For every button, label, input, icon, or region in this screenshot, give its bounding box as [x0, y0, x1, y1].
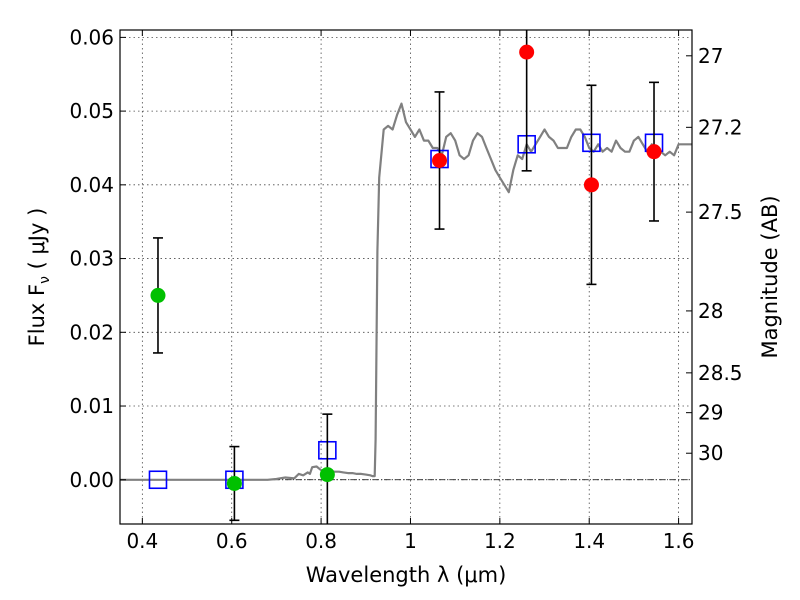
y2-tick-label: 28: [698, 299, 723, 323]
x-axis-label: Wavelength λ (μm): [306, 563, 507, 587]
x-tick-label: 1: [404, 529, 417, 553]
tick-layer: 0.4 0.6 0.8 1 1.2 1.4 1.6 0.00 0.01 0.02 0.03 0.04 0…: [69, 25, 742, 553]
y2-tick-label: 30: [698, 441, 723, 465]
y-tick-label: 0.04: [69, 173, 114, 197]
grid-layer: [120, 30, 692, 524]
photometry-point: [150, 287, 166, 303]
data-layer: [120, 30, 692, 524]
y-tick-label: 0.03: [69, 247, 114, 271]
y-tick-label: 0.00: [69, 468, 114, 492]
model-square-point: [148, 470, 168, 490]
sed-line: [120, 102, 692, 481]
y-tick-label: 0.01: [69, 394, 114, 418]
y2-tick-label: 27: [698, 44, 723, 68]
y-tick-label: 0.05: [69, 99, 114, 123]
x-tick-label: 1.6: [663, 529, 695, 553]
y2-tick-label: 29: [698, 401, 723, 425]
y-axis-label-subscript: ν: [37, 276, 53, 284]
y-tick-label: 0.06: [69, 25, 114, 49]
photometry-point: [432, 153, 448, 169]
x-tick-label: 0.8: [305, 529, 337, 553]
photometry-point: [519, 44, 535, 60]
photometry-point: [646, 144, 662, 160]
y-axis-label-unit: ( μJy ): [25, 208, 49, 276]
y-axis-label: Flux Fν ( μJy ): [25, 208, 53, 347]
x-tick-label: 1.2: [484, 529, 516, 553]
photometry-point: [583, 177, 599, 193]
x-tick-label: 0.4: [126, 529, 158, 553]
y2-axis-label: Magnitude (AB): [758, 195, 782, 358]
y2-tick-label: 27.2: [698, 115, 743, 139]
photometry-point: [319, 467, 335, 483]
y2-tick-label: 27.5: [698, 200, 743, 224]
photometry-point: [226, 475, 242, 491]
x-tick-label: 1.4: [573, 529, 605, 553]
x-tick-label: 0.6: [216, 529, 248, 553]
y-tick-label: 0.02: [69, 320, 114, 344]
y-axis-label-main: Flux F: [25, 284, 49, 346]
y2-tick-label: 28.5: [698, 361, 743, 385]
plot-frame: [119, 29, 693, 525]
